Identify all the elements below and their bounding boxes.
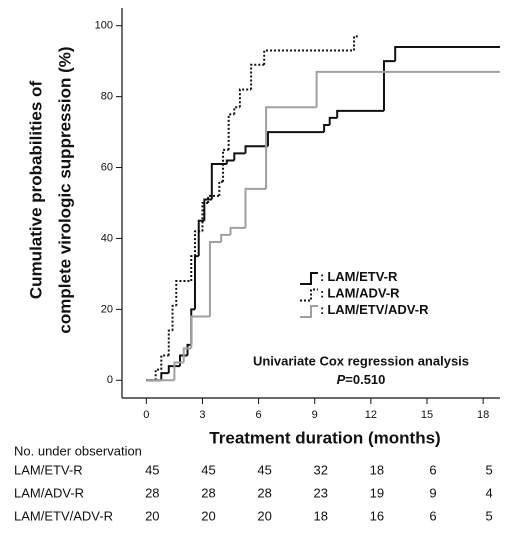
table-row-label: LAM/ETV-R <box>14 462 83 477</box>
step-segment <box>193 255 199 310</box>
x-tick-label: 15 <box>421 409 433 421</box>
step-segment <box>175 280 192 306</box>
step-segment <box>265 106 317 189</box>
table-cell: 28 <box>257 485 271 500</box>
table-cell: 32 <box>314 462 328 477</box>
step-segment <box>244 145 268 154</box>
y-axis-title: complete virologic suppression (%) <box>55 46 74 333</box>
step-segment <box>394 46 500 62</box>
step-segment <box>193 230 203 257</box>
step-segment <box>190 255 195 281</box>
y-axis-title: Cumulative probabilities of <box>26 81 45 300</box>
legend-swatch <box>300 305 318 318</box>
step-segment <box>250 63 265 90</box>
table-cell: 6 <box>429 508 436 523</box>
legend-entry: : LAM/ETV/ADV-R <box>320 302 429 317</box>
table-cell: 19 <box>370 485 384 500</box>
table-cell: 20 <box>257 508 271 523</box>
step-segment <box>222 148 229 182</box>
step-segment <box>323 124 330 133</box>
step-segment <box>233 152 246 161</box>
step-segment <box>210 163 227 200</box>
step-segment <box>203 198 212 221</box>
step-segment <box>382 60 396 111</box>
table-cell: 18 <box>370 462 384 477</box>
legend-swatch <box>300 288 318 302</box>
y-tick-label: 40 <box>101 232 113 244</box>
step-segment <box>238 88 252 108</box>
step-segment <box>225 159 235 164</box>
legend-prefix: : <box>320 286 324 301</box>
step-segment <box>218 180 224 196</box>
step-segment <box>233 106 240 115</box>
step-segment <box>266 131 325 147</box>
p-value-text: =0.510 <box>345 372 385 387</box>
step-segment <box>167 329 173 356</box>
table-cell: 5 <box>486 462 493 477</box>
table-cell: 18 <box>314 508 328 523</box>
x-tick-label: 3 <box>199 409 205 421</box>
step-segment <box>190 315 210 349</box>
table-row-label: LAM/ADV-R <box>14 485 84 500</box>
y-tick-label: 20 <box>101 303 113 315</box>
table-cell: 28 <box>201 485 215 500</box>
step-segment <box>227 113 235 150</box>
table-cell: 4 <box>486 485 493 500</box>
legend-prefix: : <box>320 269 324 284</box>
table-cell: 20 <box>201 508 215 523</box>
step-segment <box>167 365 181 374</box>
step-segment <box>171 304 177 331</box>
annotation: Univariate Cox regression analysis <box>253 353 469 368</box>
legend-swatch <box>300 272 318 285</box>
step-segment <box>201 202 209 232</box>
table-cell: 6 <box>429 462 436 477</box>
y-tick-label: 100 <box>95 20 113 32</box>
table-title: No. under observation <box>14 443 142 458</box>
y-tick-label: 60 <box>101 161 113 173</box>
x-tick-label: 18 <box>477 409 489 421</box>
table-cell: 45 <box>257 462 271 477</box>
step-segment <box>160 354 169 370</box>
step-segment <box>208 241 222 317</box>
x-tick-label: 6 <box>256 409 262 421</box>
x-tick-label: 9 <box>312 409 318 421</box>
step-segment <box>315 70 500 108</box>
step-segment <box>173 361 184 381</box>
step-segment <box>220 233 231 242</box>
y-tick-label: 0 <box>107 374 113 386</box>
y-tick-label: 80 <box>101 91 113 103</box>
legend-entry: : LAM/ADV-R <box>320 286 400 301</box>
table-cell: 9 <box>429 485 436 500</box>
table-cell: 45 <box>145 462 159 477</box>
table-cell: 5 <box>486 508 493 523</box>
legend-entry: : LAM/ETV-R <box>320 269 398 284</box>
step-segment <box>336 109 384 118</box>
x-tick-label: 12 <box>365 409 377 421</box>
table-cell: 16 <box>370 508 384 523</box>
table-cell: 28 <box>145 485 159 500</box>
table-row-label: LAM/ETV/ADV-R <box>14 508 113 523</box>
table-cell: 20 <box>145 508 159 523</box>
table-cell: 45 <box>201 462 215 477</box>
p-label: P <box>337 372 346 387</box>
x-tick-label: 0 <box>143 409 149 421</box>
step-segment <box>244 187 267 228</box>
x-axis-title: Treatment duration (months) <box>209 428 440 447</box>
step-segment <box>263 49 355 65</box>
legend-label: LAM/ETV/ADV-R <box>327 302 429 317</box>
legend-label: LAM/ETV-R <box>327 269 398 284</box>
step-segment <box>160 372 169 381</box>
step-segment <box>182 347 192 363</box>
step-segment <box>328 116 338 125</box>
step-segment <box>229 226 246 235</box>
p-value: P=0.510 <box>337 372 386 387</box>
step-segment <box>186 343 192 356</box>
legend-label: LAM/ADV-R <box>327 286 400 301</box>
step-segment <box>353 35 358 51</box>
step-segment <box>197 219 205 257</box>
table-cell: 23 <box>314 485 328 500</box>
legend-prefix: : <box>320 302 324 317</box>
